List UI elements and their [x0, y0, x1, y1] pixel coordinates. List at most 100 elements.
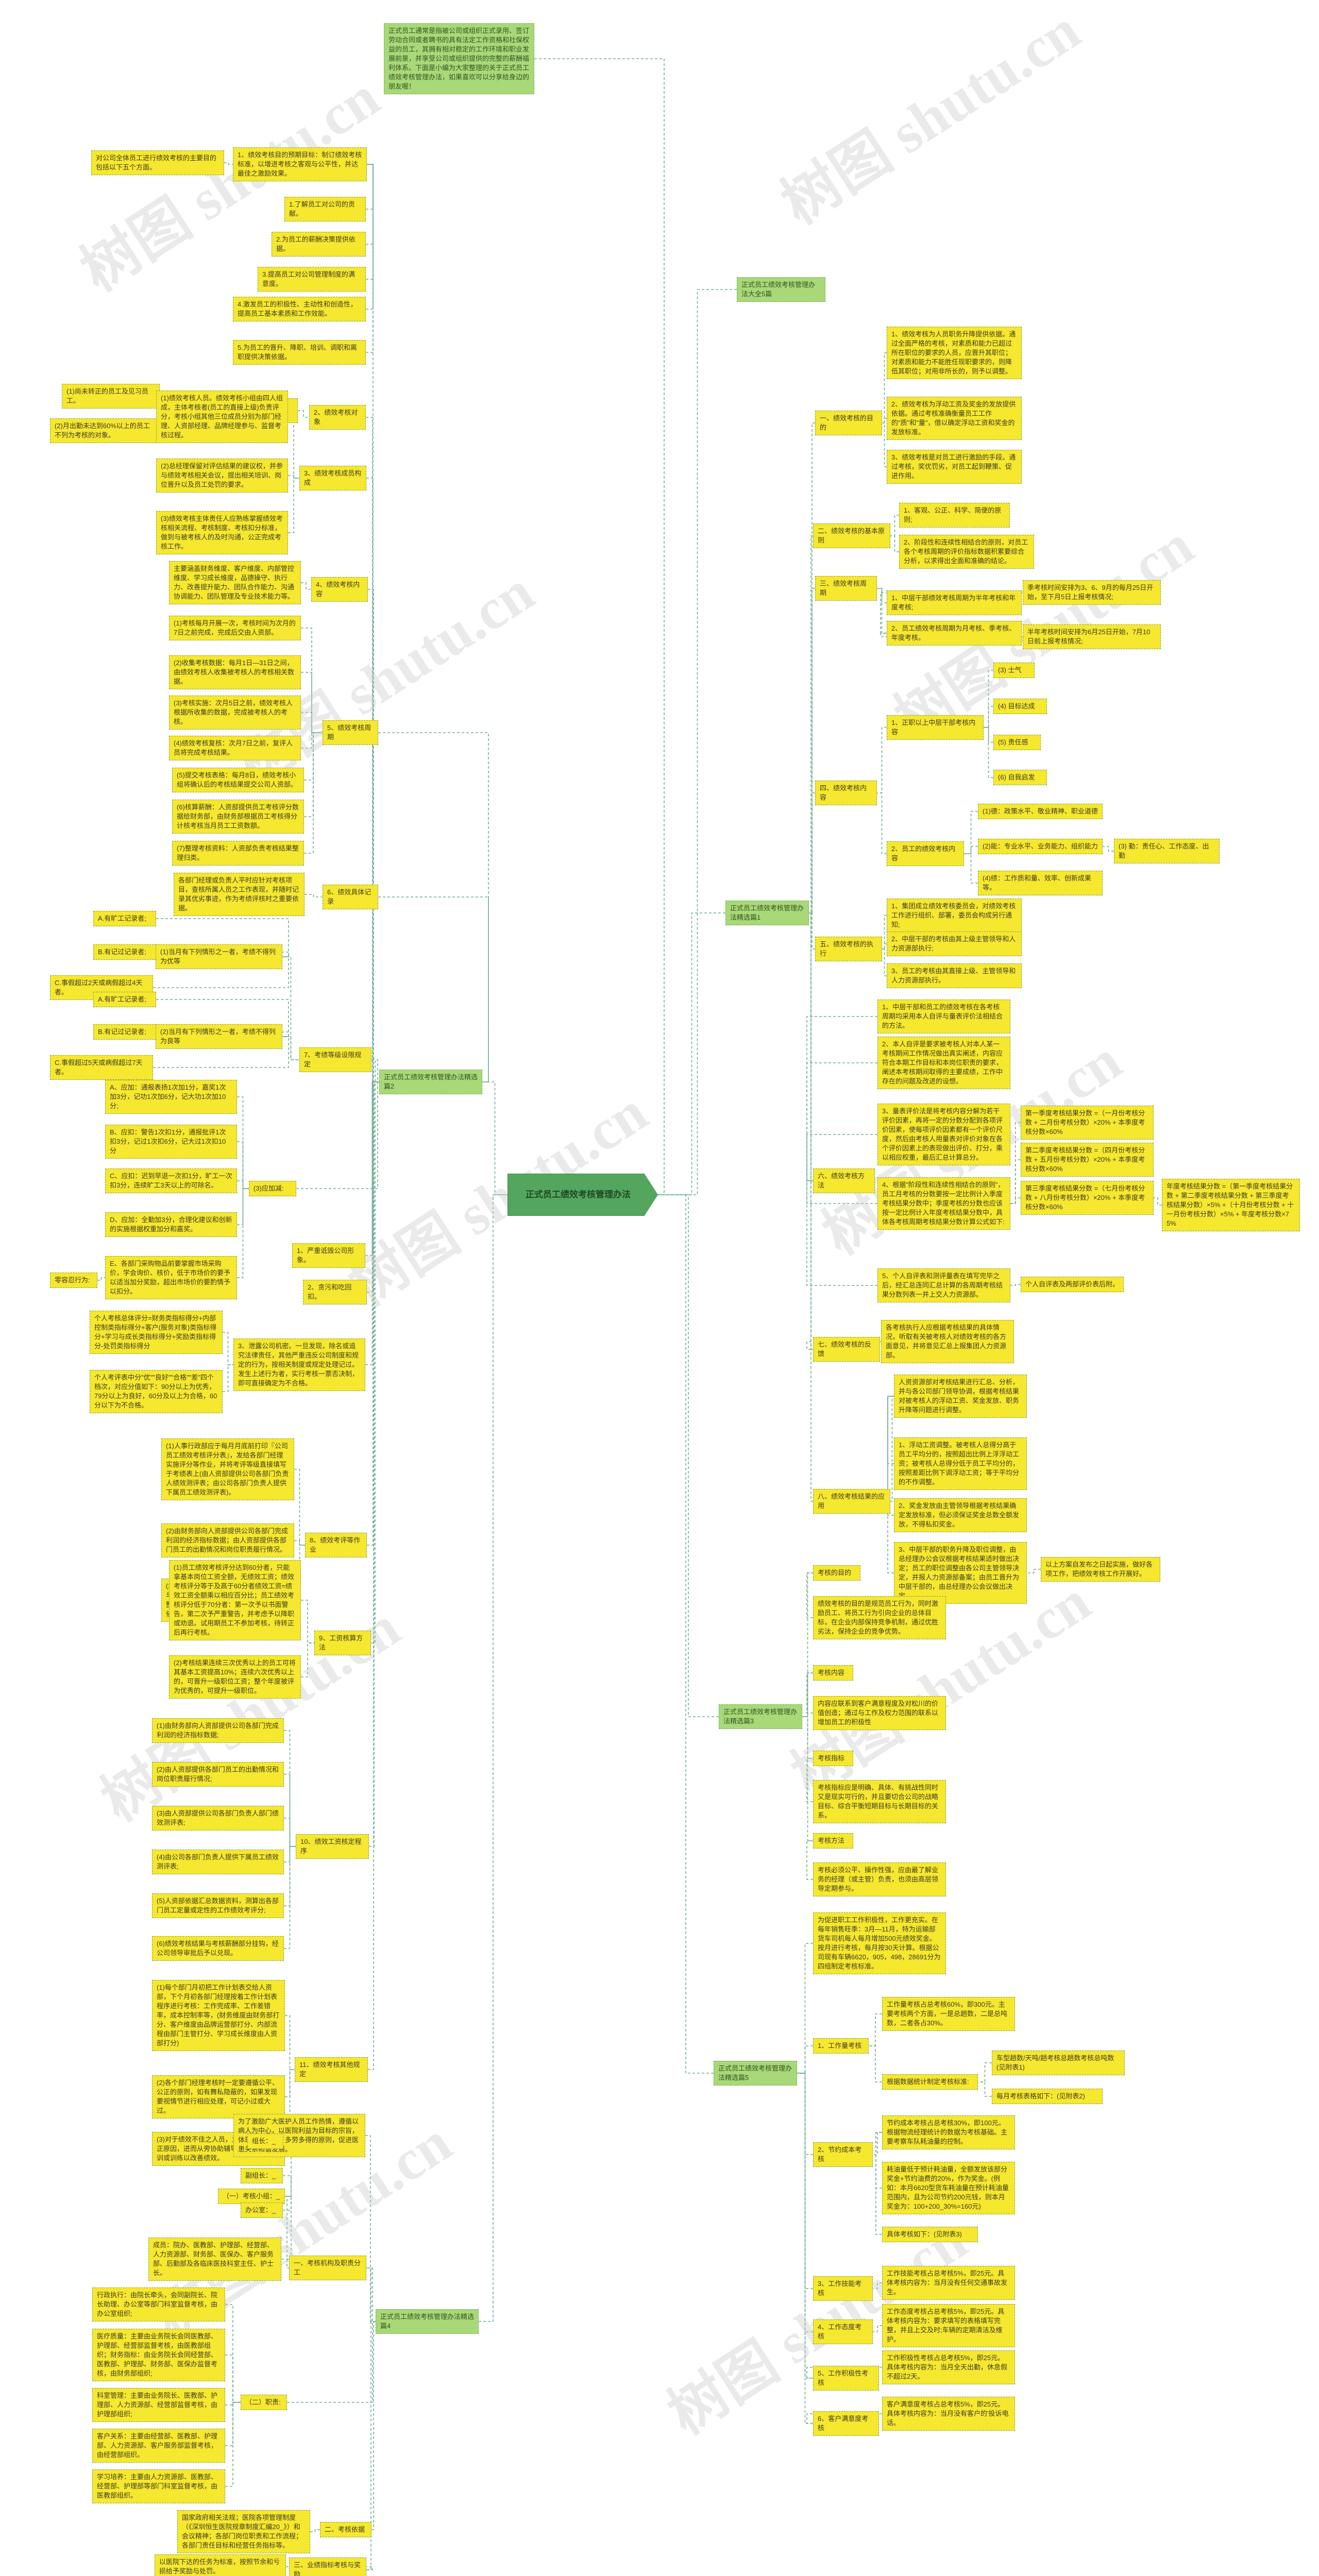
mindmap-node-c13a[interactable]: (1)由财务部向人资部提供公司各部门完成利润的经济指标数据;	[152, 1718, 284, 1743]
mindmap-node-t1[interactable]: 1、工作量考核	[813, 2038, 869, 2054]
mindmap-node-c3c[interactable]: (3)绩效考核主体责任人应熟练掌握绩效考核相关流程、考核制度、考核扣分标准，做到…	[156, 511, 288, 554]
mindmap-node-t5a[interactable]: 工作积极性考核占总考核5%，即25元。具体考核内容为：当月全天出勤，休息假不超过…	[882, 2350, 1015, 2384]
mindmap-node-h1b3[interactable]: 科室管理：主要由业务院长、医教部、护理部、人力资源部、经营部监督考核，由护理部组…	[92, 2388, 225, 2422]
mindmap-node-c13c[interactable]: (3)由人资部提供公司各部门负责人部门绩效测评表;	[152, 1806, 284, 1831]
mindmap-node-r5c[interactable]: 3、员工的考核由其直接上级、主管领导和人力资源部执行。	[887, 963, 1022, 988]
mindmap-node-intro[interactable]: 正式员工通常是指被公司或组织正式录用、签订劳动合同或者聘书的具有法定工作资格和社…	[384, 23, 534, 94]
mindmap-node-gtop[interactable]: 正式员工绩效考核管理办法大全5篇	[737, 277, 825, 302]
mindmap-node-c1[interactable]: 1、绩效考核目的预期目标：制订绩效考核标准，以增进考核之客观与公平性，并达最佳之…	[233, 147, 367, 181]
mindmap-node-r4a4[interactable]: (6) 自我启发	[993, 770, 1047, 785]
mindmap-node-c13f[interactable]: (6)绩效考核结果与考核薪酬部分挂钩，经公司领导审批后予以兑现。	[152, 1936, 284, 1961]
mindmap-node-c11[interactable]: 8、绩效考评等作业	[305, 1533, 367, 1557]
mindmap-node-t5[interactable]: 5、工作积极性考核	[813, 2366, 879, 2391]
mindmap-node-sc2[interactable]: 个人考评表中分"优""良好""合格""差"四个档次，对应分值如下：90分以上为优…	[90, 1370, 223, 1413]
mindmap-node-pb[interactable]: B、应扣：警告1次扣1分，通报批评1次扣3分，记过1次扣6分，记大过1次扣10分	[105, 1125, 237, 1159]
mindmap-node-c2a1[interactable]: (1)尚未转正的员工及见习员工。	[62, 384, 160, 409]
mindmap-node-h3[interactable]: 三、业绩指标考核与奖励	[289, 2557, 366, 2576]
mindmap-node-g3[interactable]: 3.提高员工对公司管理制度的满意度。	[258, 267, 366, 292]
mindmap-node-r2[interactable]: 二、绩效考核的基本原则	[813, 523, 890, 548]
mindmap-node-h1a4[interactable]: 成员：院办、医教部、护理部、经营部、人力资源部、财务部、医保办、客户服务部、后勤…	[148, 2238, 281, 2281]
mindmap-node-g4[interactable]: 4.激发员工的积极性、主动性和创造性，提高员工基本素质和工作效能。	[233, 297, 366, 321]
mindmap-node-u2[interactable]: (2)当月有下列情形之一者，考绩不得列为良等	[156, 1024, 282, 1049]
mindmap-node-c5d[interactable]: (4)绩效考核复核：次月7日之前，复评人员将完成考核结果。	[169, 736, 301, 760]
mindmap-node-b2[interactable]: B.有记过记录者;	[93, 1024, 156, 1040]
mindmap-node-r3b1[interactable]: 季考核时间安排为3、6、9月的每月25日开始，至下月5日上报考核情况;	[1023, 580, 1161, 605]
mindmap-node-c9[interactable]: 2、贪污和吃回扣。	[303, 1280, 367, 1304]
mindmap-node-q4[interactable]: 年度考核结果分数 =（第一季度考核结果分数 + 第二季度考核结果分数 + 第三季…	[1162, 1179, 1300, 1231]
mindmap-node-gp5[interactable]: 正式员工绩效考核管理办法精选篇5	[714, 2061, 797, 2086]
mindmap-node-c6a[interactable]: 各部门经理或负责人平时应针对考核项目，查核所属人员之工作表现，并随时记录其优劣事…	[174, 873, 305, 916]
mindmap-node-c11b[interactable]: (2)由财务部向人资部提供公司各部门完成利润的经济指标数据；由人资部提供各部门员…	[161, 1523, 294, 1557]
mindmap-node-s1[interactable]: 考核的目的	[813, 1565, 860, 1581]
mindmap-node-r2b[interactable]: 2、阶段性和连续性相结合的原则，对员工各个考核周期的评价指标数据积累要综合分析，…	[899, 535, 1034, 569]
mindmap-node-r6e1[interactable]: 个人自评表及两部评价表后附。	[1021, 1277, 1124, 1292]
mindmap-node-g5[interactable]: 5.为员工的晋升、降职、培训、调职和离职提供决策依据。	[233, 340, 366, 365]
mindmap-node-t3a[interactable]: 工作技能考核占总考核5%，即25元。具体考核内容为：当月没有任何交通事故发生。	[882, 2266, 1015, 2300]
mindmap-node-c5[interactable]: 5、绩效考核周期	[323, 720, 378, 745]
mindmap-node-r7[interactable]: 七、绩效考核的反馈	[813, 1337, 880, 1362]
mindmap-node-r2a[interactable]: 1、客观、公正、科学、简便的原则;	[899, 503, 1010, 528]
mindmap-node-t2b[interactable]: 耗油量低于预计耗油量，全额发放该部分奖金+节约油费的20%，作为奖金。(例如：本…	[882, 2162, 1015, 2214]
mindmap-node-r3[interactable]: 三、绩效考核周期	[815, 576, 877, 601]
mindmap-node-r6b[interactable]: 2、本人自评是要求被考核人对本人某一考核期间工作情况做出真实阐述，内容应符合本期…	[877, 1037, 1010, 1089]
mindmap-node-c3[interactable]: 3、绩效考核成员构成	[299, 466, 366, 490]
mindmap-node-c11a[interactable]: (1)人事行政部应于每月月底前打印『公司员工绩效考核评分表』，发给各部门经理实施…	[161, 1438, 294, 1500]
mindmap-node-c5f[interactable]: (6)核算薪酬：人资部提供员工考核评分数据给财务部，由财务部根据员工考核得分计核…	[172, 800, 304, 834]
mindmap-node-r8a[interactable]: 人资资源部对考核结果进行汇总、分析，并与各公司部门领导协调，根据考核结果对被考核…	[894, 1375, 1027, 1418]
mindmap-node-h1b5[interactable]: 学习培养：主要由人力资源部、医教部、经营部、护理部等部门科室监督考核，由医教部组…	[92, 2469, 225, 2503]
mindmap-node-q2[interactable]: 第二季度考核结果分数 =（四月份考核分数 + 五月份考核分数）×20% + 本季…	[1021, 1143, 1154, 1177]
mindmap-node-r7a[interactable]: 各考核执行人应根据考核结果的具体情况，听取有关被考核人对绩效考核的各方面意见，并…	[881, 1320, 1014, 1363]
mindmap-node-c13d[interactable]: (4)由公司各部门负责人提供下属员工绩效测评表;	[152, 1850, 284, 1874]
mindmap-node-pa[interactable]: A、应加：通报表扬1次加1分，嘉奖1次加3分，记功1次加6分，记大功1次加10分…	[105, 1080, 237, 1114]
mindmap-node-c5a[interactable]: (1)考核每月开展一次，考核时间为次月的7日之前完成，完成后交由人资部。	[169, 616, 301, 640]
mindmap-node-r8a1[interactable]: 1、浮动工资调整。被考核人总得分高于员工平均分的，按照超出比例上浮浮动工资；被考…	[894, 1437, 1027, 1490]
mindmap-node-r4a[interactable]: 1、正职以上中层干部考核内容	[887, 715, 984, 740]
mindmap-node-r6d[interactable]: 4、根据"阶段性和连续性相结合的原则"，员工月考核的分数要按一定比例计入季度考核…	[877, 1177, 1010, 1230]
mindmap-node-g2[interactable]: 2.为员工的薪酬决策提供依据。	[272, 232, 366, 257]
mindmap-node-r5a[interactable]: 1、集团成立绩效考核委员会，对绩效考核工作进行组织、部署，委员会构成另行通知;	[887, 899, 1022, 933]
mindmap-node-c3a[interactable]: (1)绩效考核人员。绩效考核小组由四人组成，主体考核者(员工的直接上级)负责评分…	[156, 391, 288, 443]
mindmap-node-c13[interactable]: 10、绩效工资核定程序	[296, 1834, 369, 1859]
mindmap-node-c12b[interactable]: (2)考核结果连续三次优秀以上的员工可将其基本工资提高10%；连续六次优秀以上的…	[169, 1655, 301, 1699]
mindmap-node-r8a3[interactable]: 3、中层干部的职务升降及职位调整，由总经理办公会议根据考核结果适时做出决定；员工…	[894, 1542, 1027, 1604]
mindmap-node-a1[interactable]: A.有旷工记录者;	[93, 911, 156, 926]
mindmap-node-pd[interactable]: (3)应加减:	[249, 1181, 296, 1196]
mindmap-node-gp4[interactable]: 正式员工绩效考核管理办法精选篇4	[376, 2309, 479, 2334]
mindmap-node-c14a[interactable]: (1)每个部门月初把工作计划表交给人资部，下个月初各部门经理按着工作计划表程序进…	[152, 1980, 285, 2051]
mindmap-node-c13b[interactable]: (2)由人资部提供各部门员工的出勤情况和岗位职责履行情况;	[152, 1762, 284, 1787]
mindmap-node-r8[interactable]: 八、绩效考核结果的应用	[813, 1489, 890, 1514]
mindmap-node-r4b2[interactable]: (2)能：专业水平、业务能力、组织能力	[978, 839, 1103, 854]
mindmap-node-t3[interactable]: 3、工作技能考核	[813, 2276, 873, 2301]
mindmap-node-h3a[interactable]: 以医院下达的任务为标准，按照节余和亏损给予奖励与处罚。	[155, 2554, 286, 2576]
mindmap-node-c2[interactable]: 2、绩效考核对象	[309, 405, 366, 430]
mindmap-node-r5b[interactable]: 2、中层干部的考核由其上级主管领导和人力资源部执行;	[887, 931, 1022, 956]
mindmap-node-c5c[interactable]: (3)考核实施：次月5日之前，绩效考核人根据所收集的数据，完成被考核人的考核。	[169, 696, 301, 730]
mindmap-node-c7[interactable]: 7、考绩等级设限规定	[299, 1047, 371, 1072]
mindmap-node-pe[interactable]: E、各部门采购物品前要掌握市场采购价，学会询价、核价，低于市场价的要予以适当加分…	[105, 1256, 237, 1299]
mindmap-node-r4b[interactable]: 2、员工的绩效考核内容	[887, 841, 964, 866]
mindmap-node-t6[interactable]: 6、客户满意度考核	[813, 2411, 879, 2436]
mindmap-node-cc2[interactable]: C.事假超过5天或病假超过7天者。	[50, 1055, 153, 1080]
mindmap-node-t1b[interactable]: 根据数据统计制定考核标准:	[882, 2074, 978, 2090]
mindmap-node-t4a[interactable]: 工作态度考核占总考核5%，即25元。具体考核内容为：要求填写的表格填写完整，并且…	[882, 2304, 1015, 2347]
mindmap-node-c6[interactable]: 6、绩效具体记录	[323, 885, 378, 909]
mindmap-node-h1a1[interactable]: 组长：_	[247, 2133, 283, 2149]
mindmap-node-zt[interactable]: 零容忍行为:	[50, 1273, 97, 1288]
mindmap-node-t1b2[interactable]: 每月考核表格如下：(见附表2)	[992, 2089, 1103, 2104]
mindmap-node-c5b[interactable]: (2)收集考核数据：每月1日—31日之间，由绩效考核人收集被考核人的考核相关数据…	[169, 655, 301, 689]
mindmap-node-c5e[interactable]: (5)提交考核表格：每月8日，绩效考核小组将确认后的考核结果提交公司人资部。	[172, 768, 304, 792]
mindmap-node-r8a2[interactable]: 2、奖金发放由主管领导根据考核结果确定发放标准，但必须保证奖金总数全额发放，不得…	[894, 1498, 1027, 1532]
mindmap-node-c3b[interactable]: (2)总经理保留对评估结果的建议权，并参与绩效考核相关会议，提出相关培训、岗位晋…	[156, 459, 288, 493]
mindmap-node-h1a[interactable]: （一）考核小组：_	[218, 2189, 285, 2204]
mindmap-node-r4b3[interactable]: (3) 勤：责任心、工作态度、出勤	[1114, 839, 1220, 863]
mindmap-node-t1a[interactable]: 工作量考核占总考核60%，即300元。主要考核两个方面，一是总趟数，二是总吨数，…	[882, 1997, 1015, 2031]
mindmap-node-h1a2[interactable]: 副组长：_	[241, 2168, 283, 2183]
mindmap-node-sc1[interactable]: 个人考核总体评分=财务类指标得分+内部控制类指标得分+客户(服务对象)类指标得分…	[90, 1311, 223, 1354]
mindmap-node-r4b4[interactable]: (4)绩：工作质和量、效率、创新成果等。	[978, 871, 1103, 895]
mindmap-node-t2[interactable]: 2、节约成本考核	[813, 2142, 873, 2167]
mindmap-node-gp2[interactable]: 正式员工绩效考核管理办法精选篇2	[379, 1070, 482, 1094]
mindmap-node-h1b[interactable]: （二）职责:	[241, 2395, 287, 2410]
mindmap-node-t6a[interactable]: 客户满意度考核占总考核5%，即25元。具体考核内容为：当月没有客户的'投诉电话。	[882, 2397, 1015, 2431]
mindmap-node-r1b[interactable]: 2、绩效考核为浮动工资及奖金的发放提供依据。通过考核准确衡量员工工作的"质"和"…	[887, 397, 1022, 440]
mindmap-node-h1[interactable]: 一、考核机构及职责分工	[289, 2256, 366, 2280]
